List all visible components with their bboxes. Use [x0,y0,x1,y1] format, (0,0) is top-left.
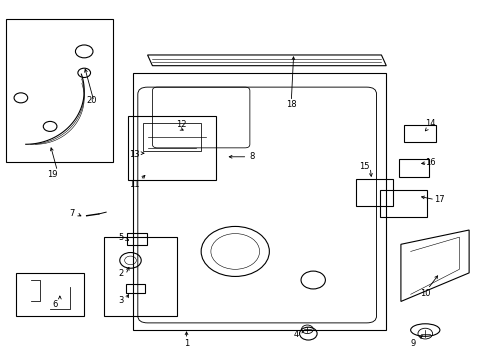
Text: 11: 11 [129,180,140,189]
Bar [125,284,145,293]
Text: 7: 7 [70,209,74,218]
Text: 4: 4 [294,330,299,339]
Text: 17: 17 [435,195,445,204]
Text: 15: 15 [359,162,369,171]
Text: 10: 10 [420,289,431,298]
Text: 13: 13 [128,150,139,159]
Text: 18: 18 [286,100,296,109]
Text: 20: 20 [86,96,97,105]
Text: 12: 12 [176,120,187,129]
Text: 8: 8 [249,152,255,161]
Text: 1: 1 [184,339,189,348]
Text: 5: 5 [118,233,123,242]
Text: 3: 3 [118,296,123,305]
Text: 9: 9 [411,339,416,348]
Text: 14: 14 [425,120,436,129]
Text: 16: 16 [425,158,436,167]
Text: 19: 19 [48,171,58,180]
Bar [104,237,177,316]
Text: 2: 2 [118,269,123,278]
Text: 6: 6 [52,300,58,309]
Bar [6,19,114,162]
Bar [16,273,84,316]
